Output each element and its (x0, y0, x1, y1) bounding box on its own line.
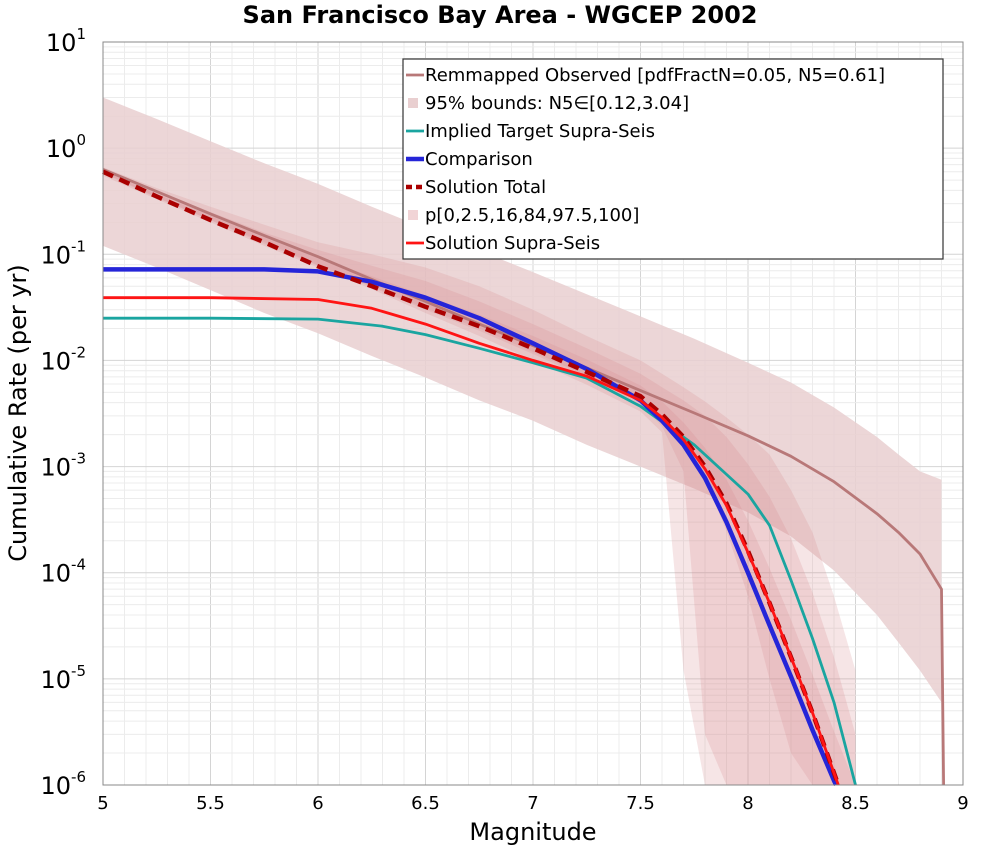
legend-label: Remmapped Observed [pdfFractN=0.05, N5=0… (425, 65, 885, 86)
y-tick-label: 100 (46, 131, 86, 163)
x-axis-ticks: 5 5.5 6 6.5 7 7.5 8 8.5 9 (97, 793, 968, 814)
legend-swatch (408, 210, 418, 220)
legend-label: Comparison (425, 149, 533, 170)
x-tick-label: 5 (97, 793, 108, 814)
y-tick-label: 10-4 (40, 556, 86, 588)
legend-label: Implied Target Supra-Seis (425, 121, 655, 142)
band-95-bounds (103, 97, 942, 703)
legend-label: Solution Supra-Seis (425, 233, 600, 254)
y-axis-ticks: 101 100 10-1 10-2 10-3 10-4 10-5 10-6 (40, 25, 86, 800)
y-tick-label: 10-2 (40, 343, 86, 375)
series-line-implied-target-supra-seis (103, 316, 857, 786)
y-tick-label: 10-6 (40, 768, 86, 800)
x-axis-label: Magnitude (469, 818, 596, 846)
x-tick-label: 7.5 (626, 793, 655, 814)
plot-area-border (102, 41, 964, 786)
chart-title: San Francisco Bay Area - WGCEP 2002 (243, 1, 758, 29)
legend-label: Solution Total (425, 177, 546, 198)
x-tick-label: 8.5 (841, 793, 870, 814)
series-lines (102, 168, 945, 786)
y-tick-label: 10-3 (40, 450, 86, 482)
x-tick-label: 6 (312, 793, 323, 814)
x-tick-label: 8 (742, 793, 753, 814)
y-axis-label: Cumulative Rate (per yr) (4, 264, 32, 562)
legend: Remmapped Observed [pdfFractN=0.05, N5=0… (402, 58, 944, 260)
x-tick-label: 7 (527, 793, 538, 814)
x-tick-label: 6.5 (411, 793, 440, 814)
y-tick-label: 10-1 (40, 237, 86, 269)
x-tick-label: 5.5 (196, 793, 225, 814)
legend-label: p[0,2.5,16,84,97.5,100] (425, 205, 639, 226)
legend-label: 95% bounds: N5∈[0.12,3.04] (425, 93, 689, 114)
y-tick-label: 10-5 (40, 662, 86, 694)
legend-box (402, 58, 944, 260)
legend-swatch (408, 98, 418, 108)
series-line-solution-supra-seis (103, 296, 840, 786)
series-line-remmapped-observed-pdffractn-0-05-n5-0-61 (102, 168, 945, 786)
y-tick-label: 101 (46, 25, 86, 57)
x-tick-label: 9 (957, 793, 968, 814)
